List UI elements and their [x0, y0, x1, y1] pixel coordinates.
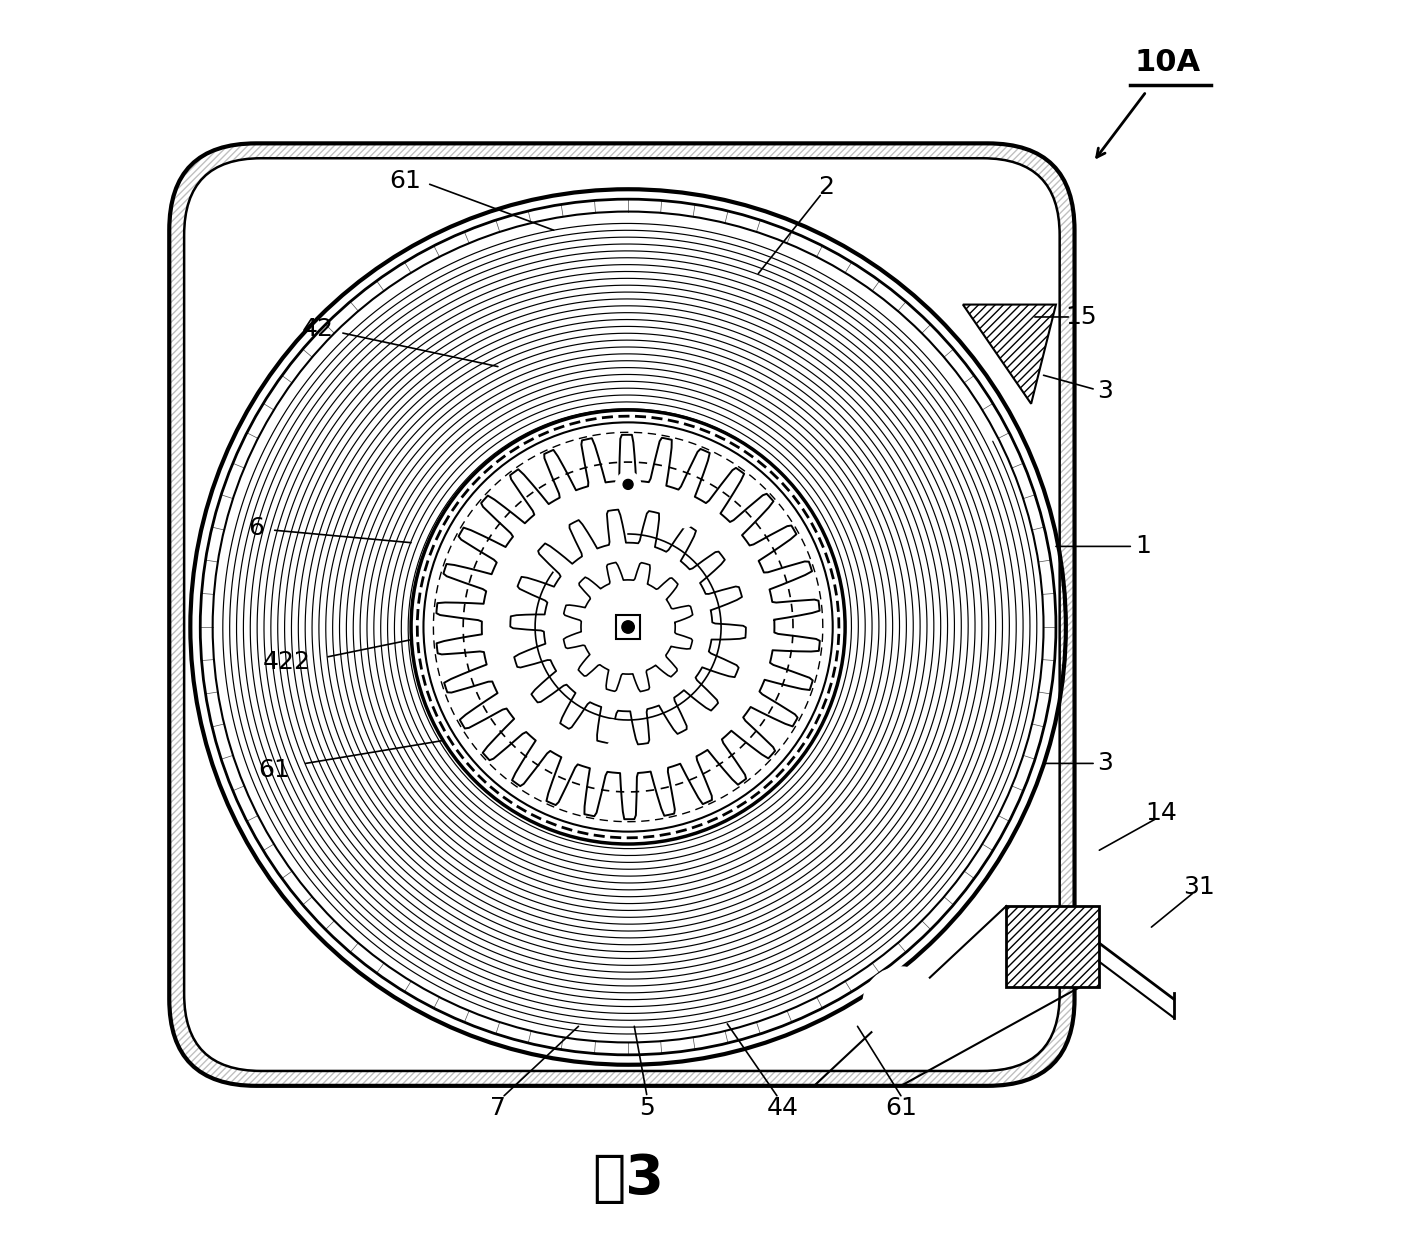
Text: 5: 5: [639, 1096, 655, 1120]
Text: 2: 2: [819, 174, 835, 199]
Circle shape: [864, 968, 939, 1042]
Text: 3: 3: [1097, 380, 1114, 404]
Circle shape: [624, 479, 634, 489]
Text: 7: 7: [490, 1096, 506, 1120]
Text: 61: 61: [389, 168, 422, 193]
Bar: [1006, 907, 1099, 987]
Circle shape: [673, 505, 695, 528]
Text: 图3: 图3: [592, 1152, 665, 1206]
Circle shape: [250, 968, 325, 1042]
Text: 61: 61: [885, 1096, 917, 1120]
Text: 44: 44: [767, 1096, 799, 1120]
FancyBboxPatch shape: [169, 143, 1075, 1086]
Circle shape: [583, 582, 673, 672]
Circle shape: [488, 487, 769, 767]
Text: 14: 14: [1145, 801, 1177, 825]
Text: 6: 6: [249, 515, 264, 539]
Circle shape: [548, 547, 708, 707]
Circle shape: [412, 410, 846, 844]
Bar: [1006, 907, 1099, 987]
Text: 3: 3: [1097, 751, 1114, 775]
FancyBboxPatch shape: [184, 158, 1059, 1071]
Circle shape: [601, 599, 655, 655]
Circle shape: [600, 720, 622, 742]
Bar: [615, 614, 641, 640]
Circle shape: [874, 978, 929, 1032]
Text: 1: 1: [1135, 534, 1151, 558]
Text: 15: 15: [1065, 305, 1096, 329]
Circle shape: [615, 472, 641, 497]
Text: 31: 31: [1183, 875, 1214, 899]
Text: 61: 61: [259, 757, 291, 781]
Text: 422: 422: [263, 650, 311, 673]
Circle shape: [622, 621, 634, 633]
Circle shape: [260, 978, 315, 1032]
Text: 10A: 10A: [1134, 48, 1201, 78]
Text: 42: 42: [302, 317, 334, 341]
